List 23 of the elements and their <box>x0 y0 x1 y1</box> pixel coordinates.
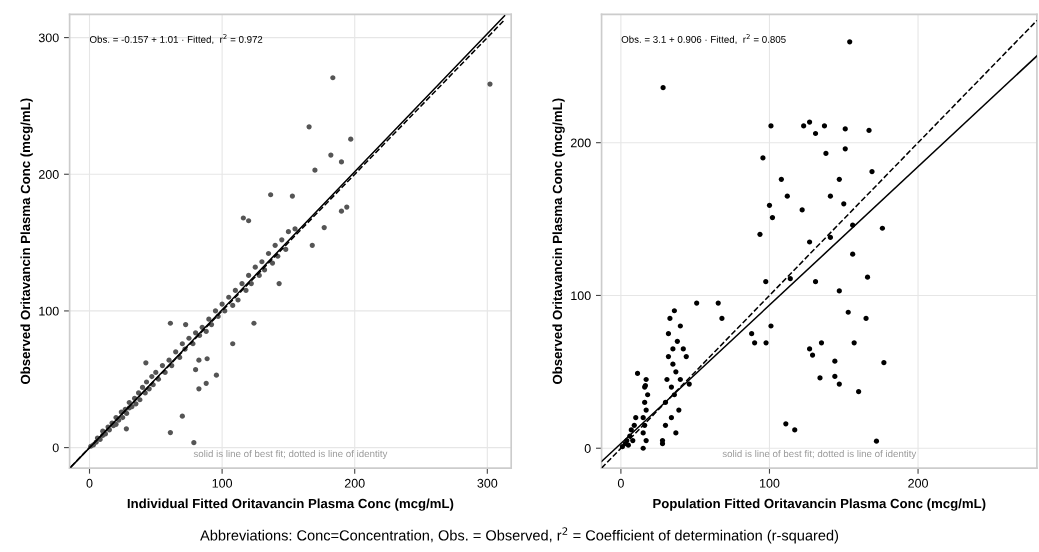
annotation: Obs. = 3.1 + 0.906 · Fitted, r$^{2}$ = 0.805 <box>621 34 786 45</box>
annotation: solid is line of best fit; dotted is line of identity <box>722 449 917 460</box>
x-axis-title: Individual Fitted Oritavancin Plasma Conc (mcg/mL) <box>127 498 454 511</box>
y-axis-title: Observed Oritavancin Plasma Conc (mcg/mL) <box>552 98 565 385</box>
y-axis-title: Observed Oritavancin Plasma Conc (mcg/mL) <box>20 98 33 385</box>
y-tick-label: 300 <box>38 33 59 43</box>
x-tick-label: 300 <box>477 478 498 488</box>
x-tick-label: 0 <box>86 478 93 488</box>
y-tick-label: 100 <box>39 306 59 316</box>
y-tick-label: 0 <box>584 444 591 453</box>
x-tick-label: 100 <box>760 478 780 488</box>
x-tick-label: 200 <box>908 478 928 488</box>
x-tick-label: 200 <box>344 478 365 488</box>
y-tick-label: 200 <box>38 170 59 179</box>
text: Abbreviations: Conc=Concentration, Obs. = Observed, r$^{2}$ = Coefficient of determination (r-squared) <box>200 527 839 544</box>
y-tick-label: 200 <box>570 138 591 148</box>
annotation: solid is line of best fit; dotted is line of identity <box>193 449 388 460</box>
x-tick-label: 0 <box>617 478 624 488</box>
y-tick-label: 100 <box>571 291 591 301</box>
x-axis-title: Population Fitted Oritavancin Plasma Conc (mcg/mL) <box>653 498 986 511</box>
annotation: Obs. = -0.157 + 1.01 · Fitted, r$^{2}$ = 0.972 <box>89 34 263 45</box>
y-tick-label: 0 <box>52 443 59 453</box>
x-tick-label: 100 <box>212 478 233 488</box>
